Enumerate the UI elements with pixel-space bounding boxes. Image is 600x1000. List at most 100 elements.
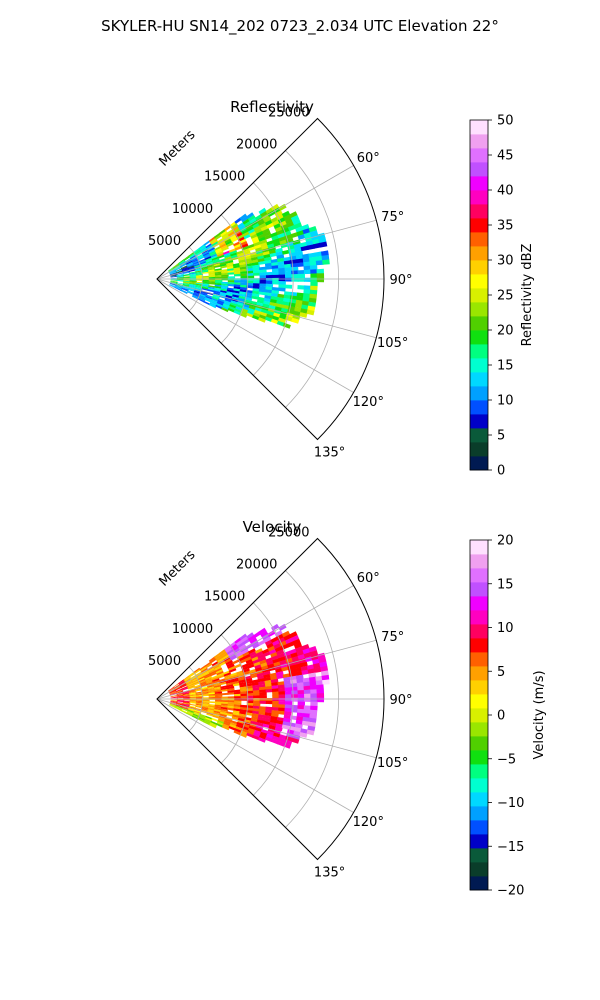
field-cell xyxy=(204,718,212,723)
colorbar-tick-label: 50 xyxy=(497,114,514,129)
field-cell xyxy=(181,266,189,270)
field-cell xyxy=(214,704,223,708)
field-cell xyxy=(246,688,254,692)
field-cell xyxy=(212,295,220,299)
field-cell xyxy=(276,254,285,260)
field-cell xyxy=(170,277,178,279)
azimuth-tick-label: 90° xyxy=(389,273,412,288)
field-cell xyxy=(193,263,201,267)
field-cell xyxy=(269,302,278,307)
field-cell xyxy=(206,713,214,717)
field-cell xyxy=(253,700,261,704)
field-cell xyxy=(272,697,280,702)
field-cell xyxy=(202,277,210,279)
field-cell xyxy=(266,313,274,320)
field-cell xyxy=(184,257,192,263)
field-cell xyxy=(214,268,222,271)
field-cell xyxy=(237,221,245,229)
colorbar-swatch xyxy=(470,666,488,681)
field-cell xyxy=(295,719,304,725)
field-cell xyxy=(246,707,254,711)
field-cell xyxy=(198,716,206,721)
field-cell xyxy=(208,281,216,284)
field-cell xyxy=(176,700,185,703)
field-cell xyxy=(272,694,280,699)
field-cell xyxy=(301,720,310,727)
field-cell xyxy=(295,670,303,676)
field-cell xyxy=(231,237,239,243)
field-cell xyxy=(258,207,267,215)
field-cell xyxy=(263,300,271,306)
field-cell xyxy=(270,258,279,264)
field-cell xyxy=(300,245,309,252)
field-cell xyxy=(175,705,183,709)
field-cell xyxy=(271,681,279,687)
field-cell xyxy=(233,691,242,695)
colorbar-swatch xyxy=(470,792,488,807)
field-cell xyxy=(271,290,279,295)
field-cell xyxy=(230,720,239,725)
field-cell xyxy=(201,269,209,272)
field-cell xyxy=(186,680,193,685)
field-cell xyxy=(216,655,224,662)
field-cell xyxy=(247,727,256,733)
field-cell xyxy=(242,218,251,225)
field-cell xyxy=(169,689,176,694)
field-cell xyxy=(297,701,305,706)
field-cell xyxy=(258,708,267,713)
field-cell xyxy=(174,686,182,691)
field-cell xyxy=(233,730,242,736)
field-cell xyxy=(204,255,212,261)
field-cell xyxy=(183,280,191,282)
field-cell xyxy=(209,657,217,664)
field-cell xyxy=(295,299,304,305)
field-cell xyxy=(265,271,274,276)
field-cell xyxy=(207,267,216,271)
field-cell xyxy=(216,721,225,726)
field-cell xyxy=(244,678,253,682)
field-cell xyxy=(253,631,262,639)
field-cell xyxy=(241,728,249,734)
field-cell xyxy=(173,264,181,269)
field-cell xyxy=(194,265,202,269)
field-cell xyxy=(182,706,190,710)
field-cell xyxy=(277,232,286,239)
field-cell xyxy=(258,686,267,691)
field-cell xyxy=(202,283,210,286)
field-cell xyxy=(183,280,191,283)
field-cell xyxy=(191,256,199,261)
field-cell xyxy=(226,293,234,297)
field-cell xyxy=(175,690,184,694)
field-cell xyxy=(198,297,206,302)
field-cell xyxy=(321,674,330,681)
field-cell xyxy=(310,697,318,703)
field-cell xyxy=(244,296,253,301)
field-cell xyxy=(217,298,226,303)
field-cell xyxy=(264,256,272,262)
field-cell xyxy=(188,251,195,257)
field-cell xyxy=(189,282,197,284)
field-cell xyxy=(233,708,241,712)
field-cell xyxy=(272,219,281,227)
field-cell xyxy=(302,716,311,723)
field-cell xyxy=(192,259,200,264)
field-cell xyxy=(304,697,312,702)
field-cell xyxy=(184,677,192,683)
colorbar-swatch xyxy=(470,820,488,835)
field-cell xyxy=(202,670,210,676)
field-cell xyxy=(270,738,279,745)
field-cell xyxy=(201,266,209,270)
field-cell xyxy=(248,246,256,251)
field-cell xyxy=(194,267,203,271)
field-cell xyxy=(227,650,236,657)
field-cell xyxy=(278,267,286,272)
field-cell xyxy=(199,294,207,299)
field-cell xyxy=(242,303,251,309)
field-cell xyxy=(207,686,215,690)
field-cell xyxy=(265,709,273,714)
field-cell xyxy=(195,283,203,286)
field-cell xyxy=(302,257,311,263)
field-cell xyxy=(277,710,286,715)
field-cell xyxy=(189,691,197,694)
field-cell xyxy=(211,717,219,722)
